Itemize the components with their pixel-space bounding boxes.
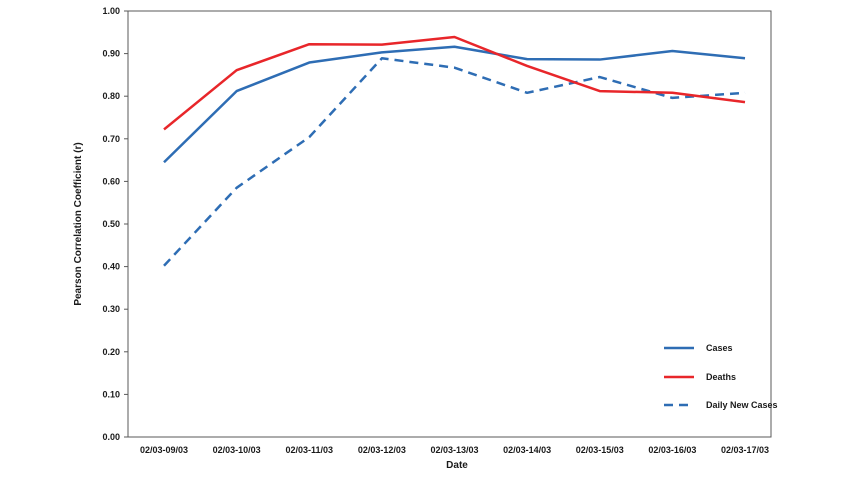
- plot-lines: [163, 35, 746, 267]
- x-tick-label: 02/03-10/03: [213, 445, 261, 455]
- y-tick-label: 0.00: [102, 432, 120, 442]
- plot-area-frame: [127, 10, 772, 438]
- x-axis: 02/03-09/03 02/03-10/03 02/03-11/03 02/03-1…: [140, 445, 769, 455]
- y-tick-label: 0.60: [102, 176, 120, 186]
- y-tick-label: 0.80: [102, 91, 120, 101]
- x-tick-label: 02/03-16/03: [648, 445, 696, 455]
- x-tick-label: 02/03-17/03: [721, 445, 769, 455]
- x-axis-title: Date: [446, 460, 468, 471]
- y-tick-label: 0.70: [102, 134, 120, 144]
- y-tick-label: 0.10: [102, 389, 120, 399]
- series-line-daily-new-cases: [163, 57, 746, 267]
- legend-label: Deaths: [706, 372, 736, 382]
- y-tick-label: 0.40: [102, 262, 120, 272]
- y-axis-title: Pearson Correlation Coefficient (r): [73, 142, 84, 305]
- y-tick-label: 1.00: [102, 6, 120, 16]
- y-tick-label: 0.50: [102, 219, 120, 229]
- x-tick-label: 02/03-12/03: [358, 445, 406, 455]
- series-line-cases: [163, 45, 746, 164]
- x-tick-label: 02/03-14/03: [503, 445, 551, 455]
- legend: Cases Deaths Daily New Cases: [664, 343, 778, 410]
- x-tick-label: 02/03-15/03: [576, 445, 624, 455]
- legend-label: Daily New Cases: [706, 400, 778, 410]
- series-line-deaths: [163, 35, 746, 131]
- x-tick-label: 02/03-09/03: [140, 445, 188, 455]
- y-tick-label: 0.20: [102, 347, 120, 357]
- y-tick-label: 0.90: [102, 49, 120, 59]
- x-tick-label: 02/03-11/03: [285, 445, 333, 455]
- legend-label: Cases: [706, 343, 733, 353]
- y-axis: 0.00 0.10 0.20 0.30 0.40 0.50 0.60 0.70 0.80 0.90…: [102, 6, 128, 442]
- y-tick-label: 0.30: [102, 304, 120, 314]
- x-tick-label: 02/03-13/03: [430, 445, 478, 455]
